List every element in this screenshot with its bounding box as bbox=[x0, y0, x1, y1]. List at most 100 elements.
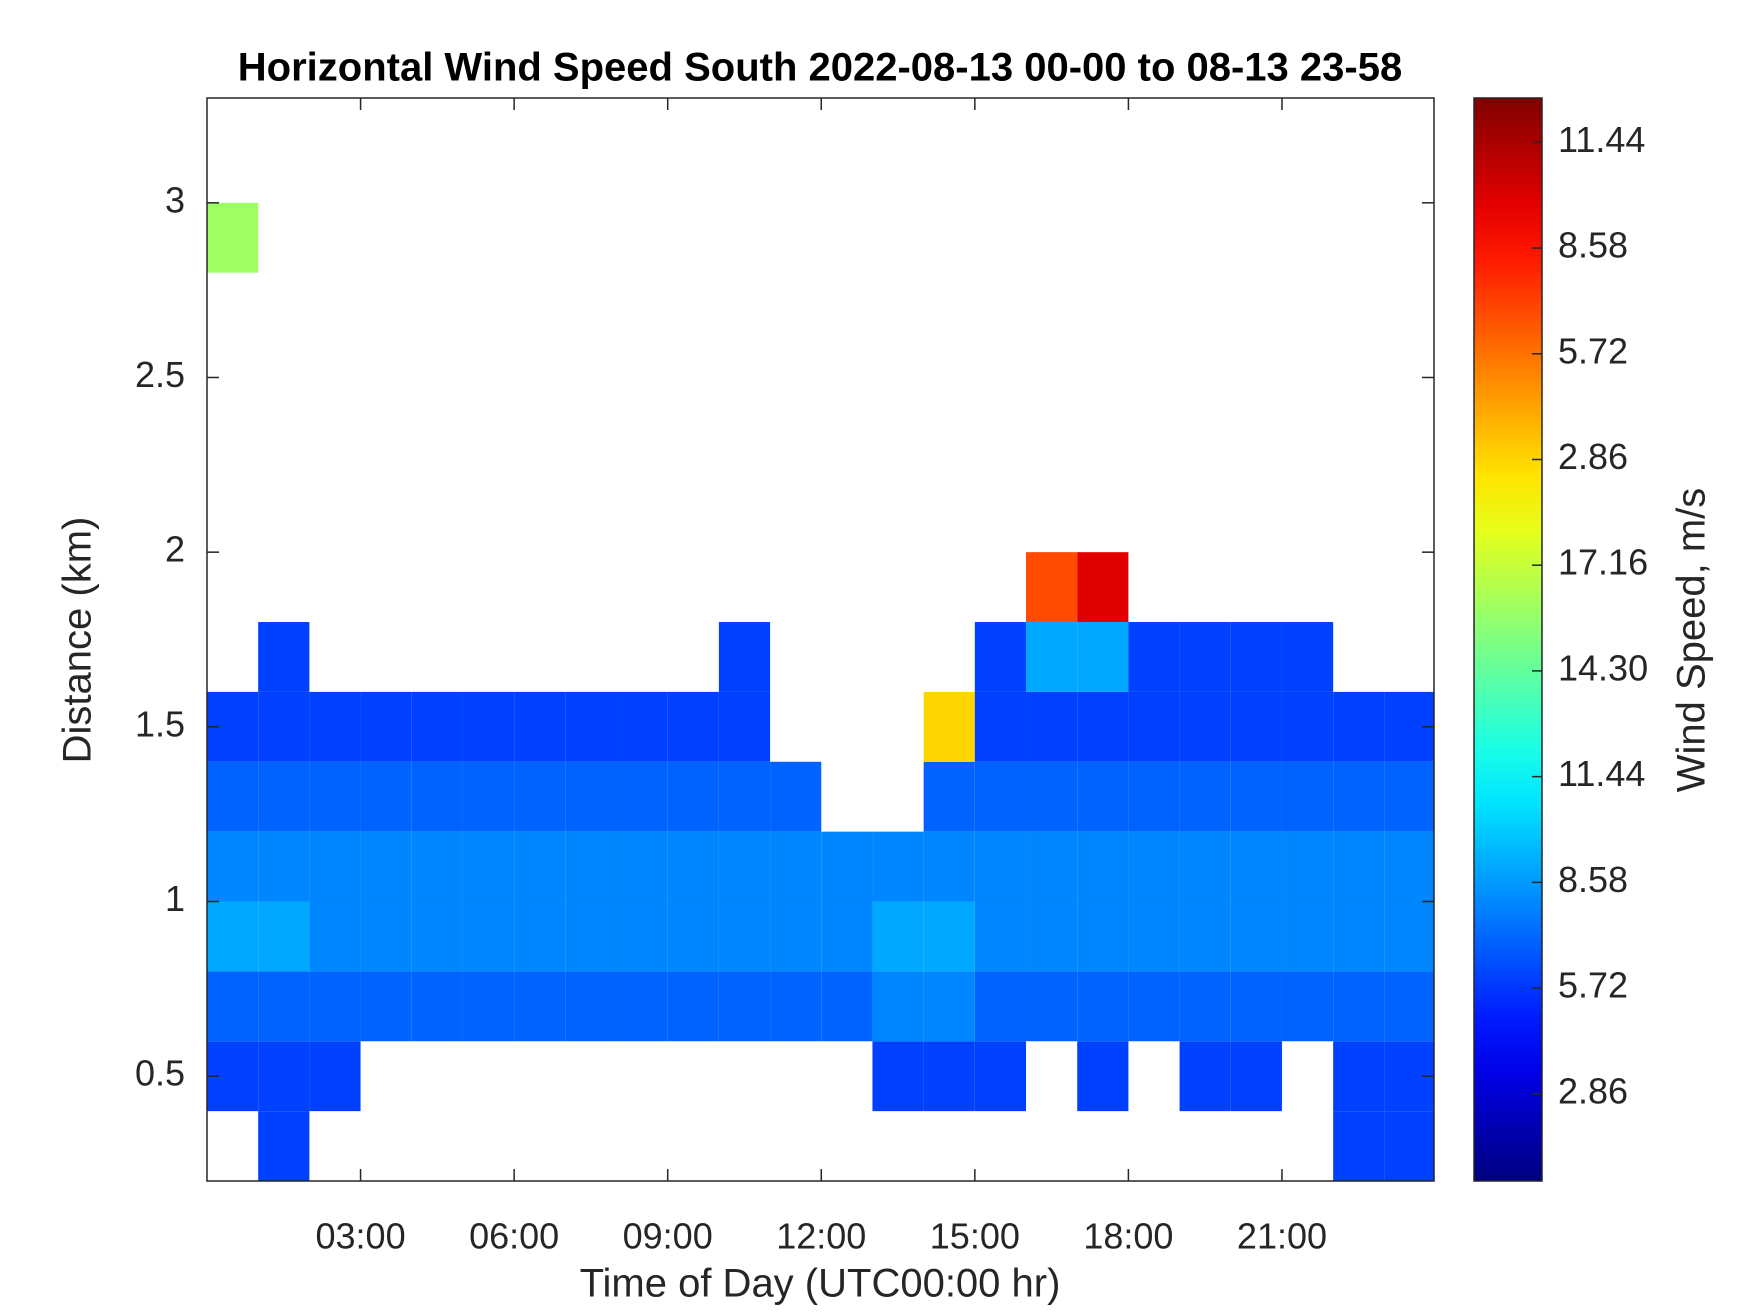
heat-cell bbox=[821, 901, 873, 972]
heat-cell bbox=[718, 691, 771, 762]
y-tick-label: 1.5 bbox=[135, 703, 185, 744]
heat-cell bbox=[565, 901, 617, 972]
heat-cell bbox=[514, 971, 566, 1042]
heat-cell bbox=[1281, 831, 1334, 902]
colorbar-tick-label: 2.86 bbox=[1558, 1070, 1628, 1111]
heat-cell bbox=[258, 831, 310, 902]
heat-cell bbox=[974, 901, 1027, 972]
heat-cell bbox=[923, 691, 975, 762]
heat-cell bbox=[565, 761, 617, 832]
heat-cell bbox=[411, 831, 463, 902]
heat-cell bbox=[718, 761, 771, 832]
heat-cell bbox=[1333, 901, 1385, 972]
heat-cell bbox=[1128, 901, 1180, 972]
colorbar-tick-label: 2.86 bbox=[1558, 436, 1628, 477]
heat-cell bbox=[872, 831, 924, 902]
heat-cell bbox=[514, 831, 566, 902]
heat-cell bbox=[1179, 831, 1231, 902]
heat-cell bbox=[1230, 971, 1282, 1042]
heat-cell bbox=[974, 761, 1027, 832]
heat-cell bbox=[258, 1111, 310, 1181]
heat-cell bbox=[411, 971, 463, 1042]
heat-cell bbox=[1230, 761, 1282, 832]
heat-cell bbox=[667, 831, 719, 902]
heat-cell bbox=[872, 1041, 924, 1112]
heat-cell bbox=[1026, 622, 1078, 692]
colorbar bbox=[1473, 97, 1543, 1182]
heat-cell bbox=[462, 831, 515, 902]
heat-cell bbox=[974, 971, 1027, 1042]
y-tick-label: 0.5 bbox=[135, 1053, 185, 1094]
heat-cell bbox=[1230, 1041, 1282, 1112]
heat-cell bbox=[1333, 1111, 1385, 1181]
y-tick-label: 3 bbox=[165, 179, 185, 220]
colorbar-tick-label: 8.58 bbox=[1558, 859, 1628, 900]
heat-cell bbox=[1026, 901, 1078, 972]
heat-cell bbox=[462, 901, 515, 972]
heat-cell bbox=[974, 1041, 1027, 1112]
heat-cell bbox=[309, 1041, 361, 1112]
heat-cell bbox=[974, 691, 1027, 762]
heat-cell bbox=[974, 622, 1027, 692]
heat-cell bbox=[1281, 971, 1334, 1042]
heat-cell bbox=[514, 901, 566, 972]
heat-cell bbox=[1026, 761, 1078, 832]
x-tick-label: 09:00 bbox=[623, 1216, 713, 1257]
heat-cell bbox=[667, 761, 719, 832]
y-tick-label: 2 bbox=[165, 529, 185, 570]
heat-cell bbox=[872, 971, 924, 1042]
heat-cell bbox=[1077, 831, 1129, 902]
heat-cell bbox=[360, 901, 412, 972]
heat-cell bbox=[360, 691, 412, 762]
heat-cell bbox=[1333, 971, 1385, 1042]
heat-cell bbox=[258, 1041, 310, 1112]
heat-cell bbox=[1333, 831, 1385, 902]
heat-cell bbox=[923, 761, 975, 832]
heat-cell bbox=[821, 831, 873, 902]
heat-cell bbox=[1384, 1111, 1434, 1181]
heat-cell bbox=[923, 831, 975, 902]
heat-cell bbox=[974, 831, 1027, 902]
heat-cell bbox=[770, 971, 822, 1042]
heat-cell bbox=[770, 761, 822, 832]
colorbar-label: Wind Speed, m/s bbox=[1670, 488, 1714, 793]
heat-cell bbox=[1179, 1041, 1231, 1112]
heat-cell bbox=[309, 901, 361, 972]
heat-cell bbox=[565, 971, 617, 1042]
heat-cell bbox=[616, 831, 668, 902]
heat-cell bbox=[616, 691, 668, 762]
heat-cell bbox=[462, 691, 515, 762]
heat-cell bbox=[258, 691, 310, 762]
heat-cell bbox=[1179, 691, 1231, 762]
heat-cell bbox=[1179, 622, 1231, 692]
colorbar-tick-label: 11.44 bbox=[1558, 119, 1645, 160]
heat-cell bbox=[667, 691, 719, 762]
heat-cell bbox=[1077, 901, 1129, 972]
x-tick-label: 03:00 bbox=[316, 1216, 406, 1257]
heat-cell bbox=[718, 831, 771, 902]
heat-cell bbox=[1128, 761, 1180, 832]
heat-cell bbox=[1333, 1041, 1385, 1112]
chart-title: Horizontal Wind Speed South 2022-08-13 0… bbox=[238, 46, 1402, 90]
heat-cell bbox=[1384, 761, 1434, 832]
heat-cell bbox=[1384, 831, 1434, 902]
heat-cell bbox=[1179, 971, 1231, 1042]
x-tick-label: 21:00 bbox=[1237, 1216, 1327, 1257]
heat-cell bbox=[1026, 691, 1078, 762]
heat-cell bbox=[207, 971, 259, 1042]
heat-cell bbox=[258, 761, 310, 832]
heat-cell bbox=[1179, 761, 1231, 832]
x-tick-label: 18:00 bbox=[1083, 1216, 1173, 1257]
heat-cell bbox=[411, 901, 463, 972]
heat-cell bbox=[207, 901, 259, 972]
heat-cell bbox=[1230, 831, 1282, 902]
heat-cell bbox=[1026, 552, 1078, 623]
heat-cell bbox=[1026, 831, 1078, 902]
colorbar-tick-label: 11.44 bbox=[1558, 753, 1645, 794]
heat-cell bbox=[514, 761, 566, 832]
heat-cell bbox=[309, 691, 361, 762]
colorbar-tick-label: 5.72 bbox=[1558, 965, 1628, 1006]
heat-cell bbox=[1128, 622, 1180, 692]
heat-cell bbox=[207, 202, 259, 273]
